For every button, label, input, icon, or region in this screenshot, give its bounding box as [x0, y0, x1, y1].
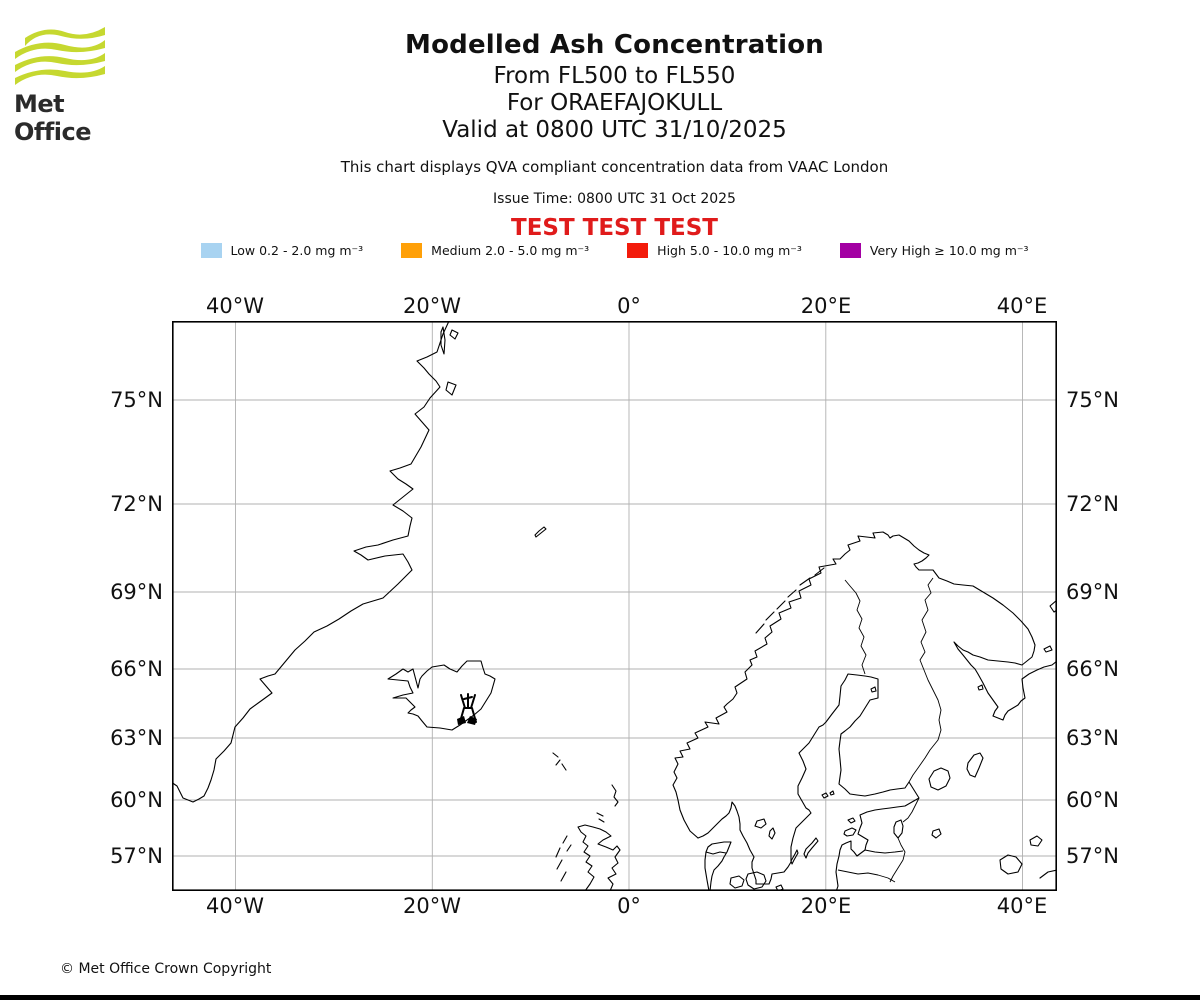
medium-swatch	[401, 243, 423, 258]
lat-label-right-75n: 75°N	[1066, 388, 1119, 412]
legend-label-low: Low 0.2 - 2.0 mg m⁻³	[230, 243, 364, 258]
met-office-logo: Met Office	[14, 24, 144, 146]
legend-label-high: High 5.0 - 10.0 mg m⁻³	[657, 243, 802, 258]
lat-label-left-57n: 57°N	[110, 844, 163, 868]
border-finland-russia	[908, 577, 942, 783]
lon-label-top-0: 0°	[617, 294, 641, 318]
bottom-bar	[0, 995, 1200, 1000]
lat-label-left-72n: 72°N	[110, 492, 163, 516]
coast-greenland-islands	[440, 326, 459, 396]
legend-item-very-high: Very High ≥ 10.0 mg m⁻³	[839, 243, 1029, 258]
coast-faroe	[552, 752, 567, 771]
coast-denmark	[704, 841, 784, 892]
legend-label-medium: Medium 2.0 - 5.0 mg m⁻³	[431, 243, 590, 258]
test-banner: TEST TEST TEST	[511, 215, 718, 241]
lon-label-top-40e: 40°E	[996, 294, 1048, 318]
lakes	[754, 684, 1058, 879]
lon-label-bottom-40e: 40°E	[996, 894, 1048, 918]
low-swatch	[200, 243, 222, 258]
legend: Low 0.2 - 2.0 mg m⁻³ Medium 2.0 - 5.0 mg…	[172, 243, 1057, 258]
legend-item-high: High 5.0 - 10.0 mg m⁻³	[627, 243, 802, 258]
coast-iceland	[387, 660, 496, 731]
legend-item-low: Low 0.2 - 2.0 mg m⁻³	[200, 243, 364, 258]
high-swatch	[627, 243, 649, 258]
border-estonia-latvia	[864, 849, 904, 854]
coast-norway-kola	[672, 531, 1058, 839]
page-title: Modelled Ash Concentration	[405, 30, 824, 60]
volcano-icon	[457, 693, 477, 725]
lat-label-right-66n: 66°N	[1066, 657, 1119, 681]
lat-label-right-63n: 63°N	[1066, 726, 1119, 750]
lat-label-left-60n: 60°N	[110, 788, 163, 812]
lat-label-right-60n: 60°N	[1066, 788, 1119, 812]
lon-label-top-20w: 20°W	[403, 294, 461, 318]
lon-label-top-20e: 20°E	[800, 294, 852, 318]
met-office-waves-icon	[15, 27, 105, 85]
ash-map	[171, 320, 1058, 892]
valid-time-subtitle: Valid at 0800 UTC 31/10/2025	[442, 117, 787, 143]
legend-item-medium: Medium 2.0 - 5.0 mg m⁻³	[401, 243, 589, 258]
border-latvia-lithuania	[837, 869, 896, 883]
legend-label-very-high: Very High ≥ 10.0 mg m⁻³	[869, 243, 1029, 258]
lon-label-top-40w: 40°W	[206, 294, 264, 318]
coastlines	[171, 320, 1058, 892]
lon-label-bottom-40w: 40°W	[206, 894, 264, 918]
coast-jan-mayen	[534, 526, 547, 538]
lat-label-left-66n: 66°N	[110, 657, 163, 681]
coast-shetland	[596, 784, 619, 823]
lat-label-left-75n: 75°N	[110, 388, 163, 412]
lat-label-left-69n: 69°N	[110, 580, 163, 604]
lat-label-right-72n: 72°N	[1066, 492, 1119, 516]
lat-label-left-63n: 63°N	[110, 726, 163, 750]
map-border	[172, 320, 1058, 892]
coast-scotland	[577, 824, 621, 892]
graticule-grid	[172, 321, 1057, 891]
qva-note: This chart displays QVA compliant concen…	[340, 158, 889, 176]
issue-time: Issue Time: 0800 UTC 31 Oct 2025	[493, 191, 736, 207]
map-canvas	[171, 320, 1058, 892]
border-sweden-finland	[844, 579, 867, 675]
lon-label-bottom-0: 0°	[617, 894, 641, 918]
lat-label-right-57n: 57°N	[1066, 844, 1119, 868]
country-borders	[837, 577, 942, 883]
copyright: © Met Office Crown Copyright	[60, 961, 272, 977]
coast-kanin	[1043, 599, 1058, 653]
lat-label-right-69n: 69°N	[1066, 580, 1119, 604]
coast-baltic-islands	[790, 686, 877, 865]
met-office-logo-text: Met Office	[14, 90, 92, 146]
coast-greenland	[171, 320, 450, 803]
lon-label-bottom-20w: 20°W	[403, 894, 461, 918]
lon-label-bottom-20e: 20°E	[800, 894, 852, 918]
very-high-swatch	[839, 243, 861, 258]
border-estonia-russia	[897, 797, 920, 861]
border-latvia-russia	[889, 859, 904, 883]
coast-lofoten	[755, 567, 825, 634]
volcano-subtitle: For ORAEFAJOKULL	[506, 90, 723, 116]
coast-hebrides	[555, 835, 572, 882]
flight-level-subtitle: From FL500 to FL550	[493, 63, 736, 89]
coast-baltic	[697, 673, 920, 892]
